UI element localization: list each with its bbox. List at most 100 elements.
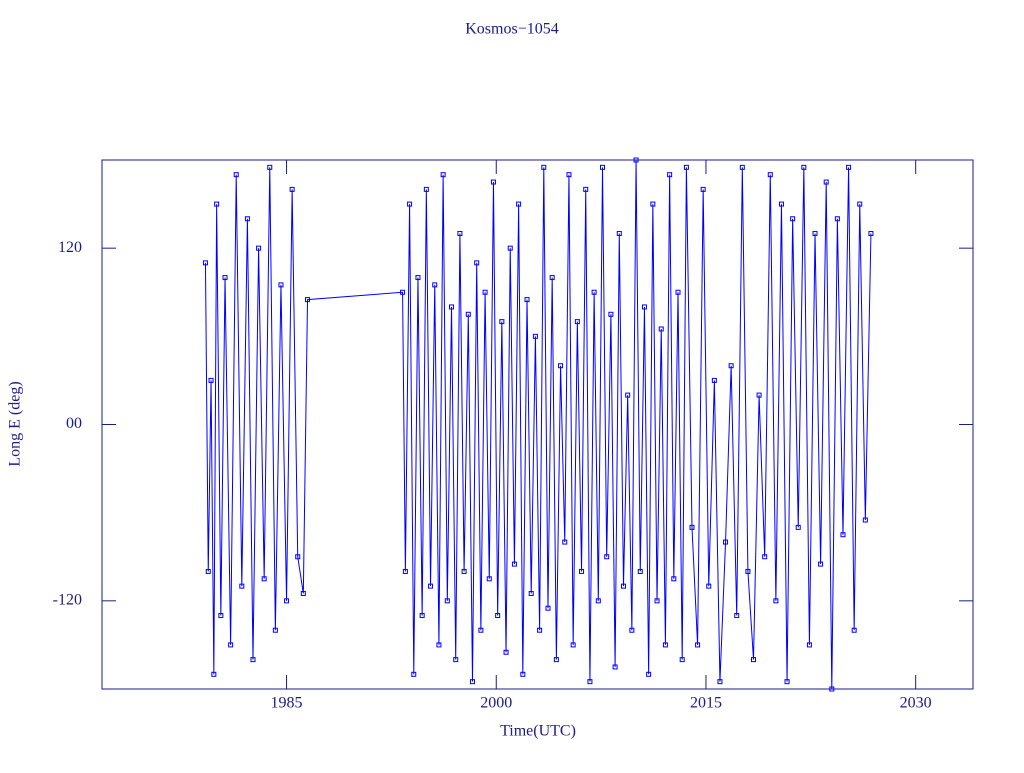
data-point <box>553 657 559 663</box>
data-point <box>436 642 442 648</box>
x-tick-label: 2015 <box>690 695 722 712</box>
y-tick-label: 00 <box>66 415 82 432</box>
data-point <box>278 282 284 288</box>
data-point <box>650 201 656 207</box>
data-point <box>823 179 829 185</box>
data-point <box>490 179 496 185</box>
data-point <box>250 657 256 663</box>
y-axis-label: Long E (deg) <box>7 381 24 466</box>
data-point <box>486 576 492 582</box>
data-point <box>541 164 547 170</box>
data-point <box>478 627 484 633</box>
data-point <box>767 172 773 178</box>
x-tick-label: 1985 <box>271 695 303 712</box>
data-point <box>214 201 220 207</box>
chart-title: Kosmos−1054 <box>465 21 558 38</box>
data-point <box>511 561 517 567</box>
data-point <box>773 598 779 604</box>
data-point <box>675 289 681 295</box>
x-tick-label: 2030 <box>900 695 932 712</box>
data-point <box>629 627 635 633</box>
data-point <box>400 289 406 295</box>
data-point <box>862 517 868 523</box>
data-point <box>583 186 589 192</box>
data-point <box>834 216 840 222</box>
data-point <box>208 377 214 383</box>
data-point <box>616 230 622 236</box>
data-point <box>728 363 734 369</box>
data-point <box>419 613 425 619</box>
data-point <box>700 186 706 192</box>
data-point <box>305 297 311 303</box>
plot-frame <box>101 159 974 690</box>
data-point <box>549 275 555 281</box>
data-line <box>204 159 872 690</box>
data-point <box>846 164 852 170</box>
data-point <box>440 172 446 178</box>
data-point <box>528 590 534 596</box>
data-point <box>812 230 818 236</box>
data-point <box>595 598 601 604</box>
data-point <box>790 216 796 222</box>
data-point <box>503 649 509 655</box>
data-point <box>625 392 631 398</box>
data-point <box>211 671 217 677</box>
data-point <box>591 289 597 295</box>
data-point <box>570 642 576 648</box>
data-point <box>228 642 234 648</box>
data-point <box>683 164 689 170</box>
data-point <box>415 275 421 281</box>
data-point <box>857 201 863 207</box>
data-point <box>233 172 239 178</box>
data-point <box>465 311 471 317</box>
data-point <box>402 568 408 574</box>
data-point <box>558 363 564 369</box>
data-point <box>671 576 677 582</box>
data-point <box>482 289 488 295</box>
data-point <box>289 186 295 192</box>
data-point <box>801 164 807 170</box>
data-point <box>566 172 572 178</box>
data-point <box>244 216 250 222</box>
data-point <box>745 568 751 574</box>
data-point <box>620 583 626 589</box>
data-point <box>272 627 278 633</box>
data-point <box>662 642 668 648</box>
data-point <box>444 598 450 604</box>
data-point <box>604 554 610 560</box>
data-point <box>587 679 593 685</box>
data-point <box>646 671 652 677</box>
data-point <box>202 260 208 266</box>
data-point <box>218 613 224 619</box>
data-point <box>868 230 874 236</box>
data-point <box>706 583 712 589</box>
data-point <box>524 297 530 303</box>
data-point <box>295 554 301 560</box>
data-point <box>407 201 413 207</box>
data-point <box>267 164 273 170</box>
data-point <box>499 319 505 325</box>
data-point <box>654 598 660 604</box>
data-point <box>562 539 568 545</box>
data-point <box>495 613 501 619</box>
data-point <box>679 657 685 663</box>
y-tick-label: 120 <box>58 239 82 256</box>
x-axis-label: Time(UTC) <box>500 723 576 740</box>
data-point <box>806 642 812 648</box>
data-point <box>461 568 467 574</box>
data-point <box>756 392 762 398</box>
data-point <box>689 524 695 530</box>
data-point <box>532 333 538 339</box>
data-point <box>239 583 245 589</box>
data-point <box>205 568 211 574</box>
data-point <box>695 642 701 648</box>
data-point <box>711 377 717 383</box>
data-point <box>778 201 784 207</box>
data-point <box>658 326 664 332</box>
data-point <box>537 627 543 633</box>
data-point <box>545 605 551 611</box>
data-point <box>520 671 526 677</box>
data-point <box>300 590 306 596</box>
data-point <box>222 275 228 281</box>
data-point <box>507 245 513 251</box>
